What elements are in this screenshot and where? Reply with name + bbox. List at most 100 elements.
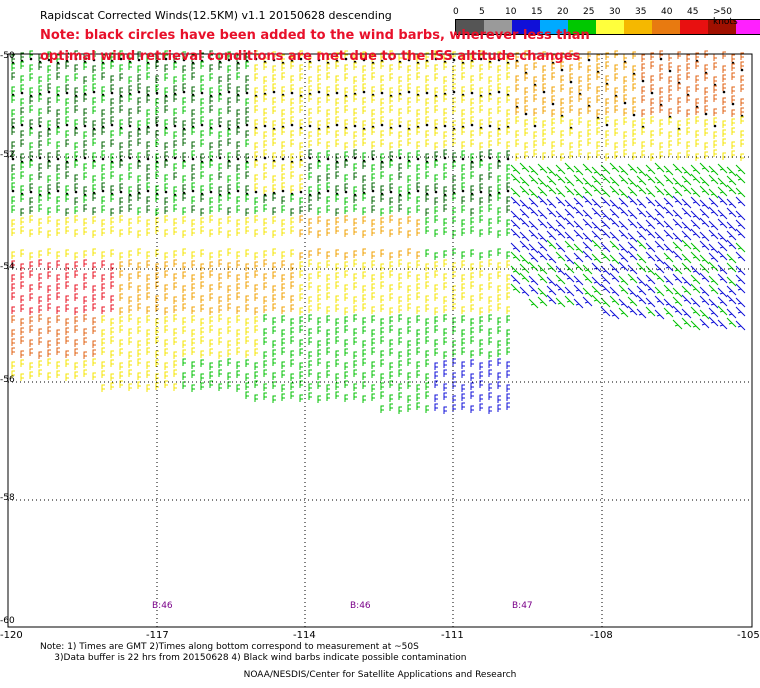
wind-barb [246, 227, 249, 234]
wind-barb [709, 207, 718, 216]
wind-barb [682, 231, 691, 240]
wind-barb [291, 296, 294, 303]
wind-barb [354, 173, 357, 180]
wind-barb [57, 174, 60, 181]
wind-barb [336, 209, 339, 216]
contamination-dot [651, 92, 654, 95]
wind-barb [642, 87, 645, 94]
wind-barb [714, 54, 717, 61]
wind-barb [381, 140, 384, 147]
wind-barb [165, 271, 168, 278]
wind-barb [129, 187, 132, 194]
wind-barb [120, 143, 123, 150]
wind-barb [363, 327, 366, 334]
wind-barb [529, 285, 538, 294]
wind-barb [192, 275, 195, 282]
contamination-dot [642, 80, 645, 83]
wind-barb [309, 283, 312, 290]
wind-barb [336, 227, 339, 234]
wind-barb [102, 64, 105, 71]
wind-barb [489, 361, 492, 368]
contamination-dot [723, 91, 726, 94]
wind-barb [264, 196, 267, 203]
wind-barb [66, 282, 69, 289]
wind-barb [201, 319, 204, 326]
wind-barb [538, 274, 547, 283]
wind-barb [300, 349, 303, 356]
wind-barb [255, 207, 258, 214]
wind-barb [435, 294, 438, 301]
wind-barb [291, 264, 294, 271]
wind-barb [646, 220, 655, 229]
wind-barb [574, 244, 583, 253]
wind-barb [444, 196, 447, 203]
wind-barb [39, 77, 42, 84]
wind-barb [264, 173, 267, 180]
wind-barb [489, 384, 492, 391]
wind-barb [345, 381, 348, 388]
wind-barb [75, 143, 78, 150]
wind-barb [408, 98, 411, 105]
wind-barb [255, 372, 258, 379]
wind-barb [336, 108, 339, 115]
contamination-dot [570, 81, 573, 84]
contamination-dot [48, 91, 51, 94]
wind-barb [588, 84, 591, 91]
wind-barb [664, 198, 673, 207]
wind-barb [363, 176, 366, 183]
wind-barb [138, 217, 141, 224]
wind-barb [318, 185, 321, 192]
wind-barb [138, 84, 141, 91]
wind-barb [417, 220, 420, 227]
wind-barb [619, 221, 628, 230]
wind-barb [264, 164, 267, 171]
wind-barb [507, 394, 510, 401]
contamination-dot [507, 158, 510, 161]
wind-barb [183, 162, 186, 169]
wind-barb [273, 286, 276, 293]
contamination-dot [21, 92, 24, 95]
wind-barb [228, 98, 231, 105]
wind-barb [12, 284, 15, 291]
wind-barb [165, 294, 168, 301]
wind-barb [462, 206, 465, 213]
wind-barb [318, 66, 321, 73]
wind-barb [511, 243, 520, 252]
wind-barb [435, 395, 438, 402]
wind-barb [417, 403, 420, 410]
wind-barb [309, 173, 312, 180]
wind-barb [21, 99, 24, 106]
wind-barb [111, 99, 114, 106]
wind-barb [246, 163, 249, 170]
wind-barb [390, 285, 393, 292]
wind-barb [354, 141, 357, 148]
wind-barb [327, 284, 330, 291]
wind-barb [273, 318, 276, 325]
wind-barb [399, 306, 402, 313]
wind-barb [309, 260, 312, 267]
wind-barb [489, 352, 492, 359]
wind-barb [30, 161, 33, 168]
contamination-dot [534, 125, 537, 128]
wind-barb [345, 253, 348, 260]
wind-barb [619, 175, 628, 184]
wind-barb [597, 96, 600, 103]
wind-barb [399, 86, 402, 93]
wind-barb [165, 143, 168, 150]
wind-barb [417, 128, 420, 135]
contamination-dot [246, 92, 249, 95]
wind-barb [736, 220, 745, 229]
wind-barb [471, 273, 474, 280]
wind-barb [309, 228, 312, 235]
wind-barb [183, 318, 186, 325]
wind-barb [628, 288, 637, 297]
wind-barb [435, 349, 438, 356]
wind-barb [183, 185, 186, 192]
wind-barb [147, 371, 150, 378]
wind-barb [417, 96, 420, 103]
wind-barb [709, 308, 718, 317]
wind-barb [642, 142, 645, 149]
wind-barb [741, 85, 744, 92]
wind-barb [678, 130, 681, 137]
wind-barb [480, 308, 483, 315]
